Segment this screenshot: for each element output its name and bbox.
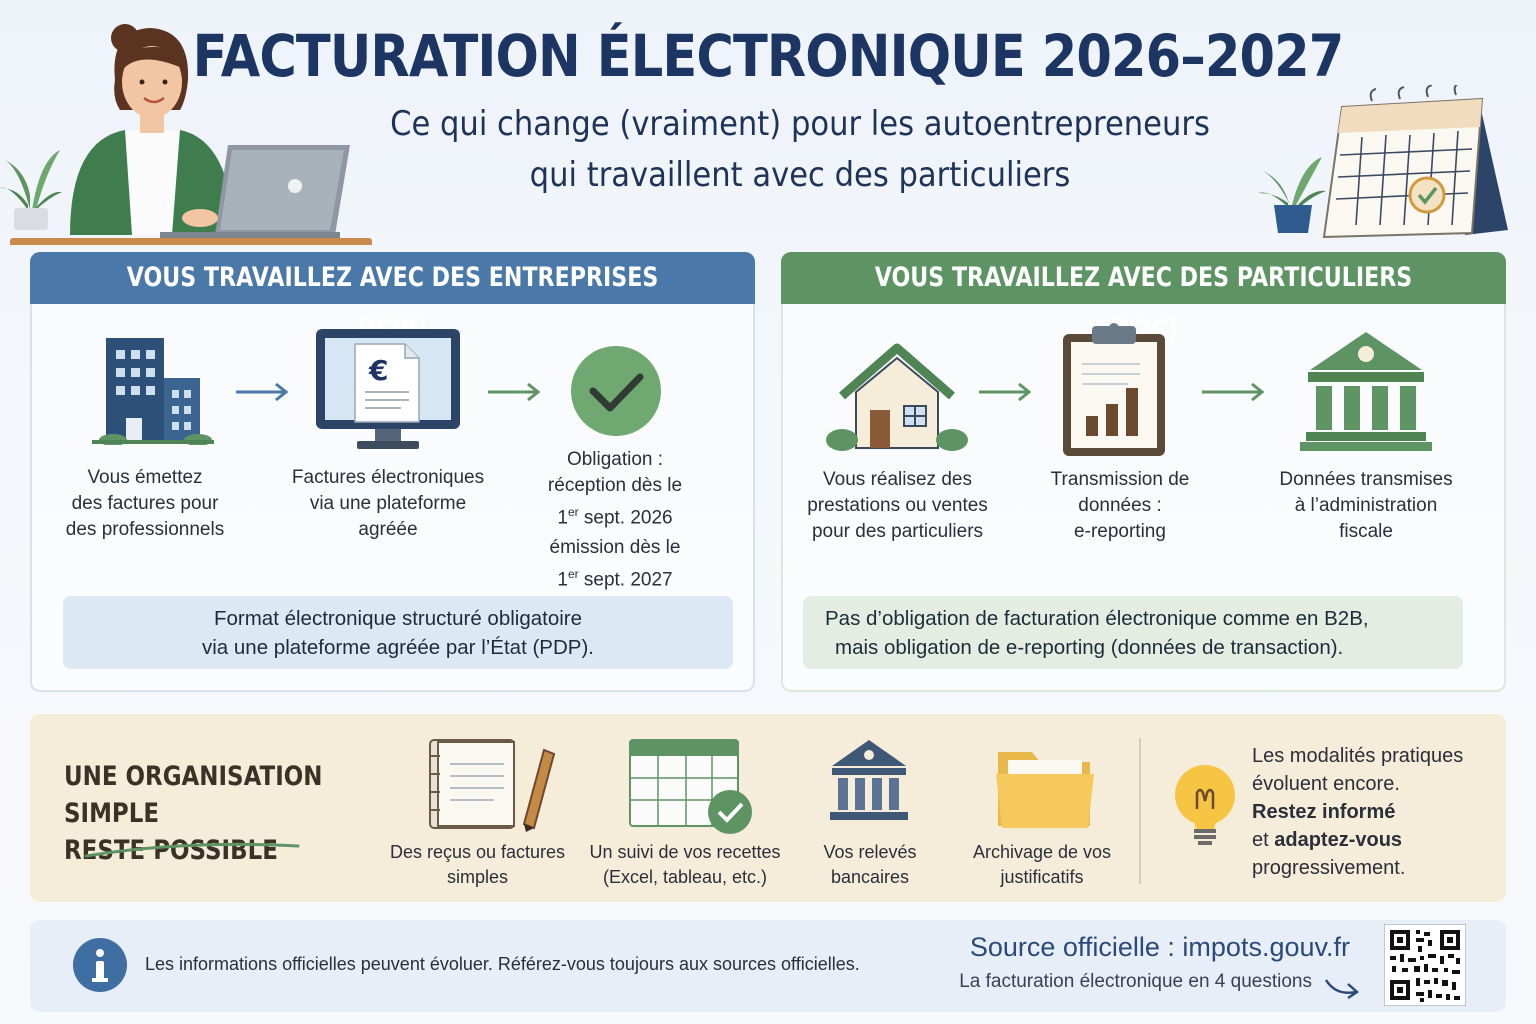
arrow-right-icon xyxy=(236,382,289,402)
monitor-euro-invoice-icon: € xyxy=(316,329,460,449)
source-link[interactable]: Source officielle : impots.gouv.fr xyxy=(969,932,1350,962)
government-building-icon xyxy=(1300,332,1432,451)
tool-3-label: Vos relevés bancaires xyxy=(823,842,917,887)
divider xyxy=(1139,738,1141,884)
b2b-note: Format électronique structuré obligatoir… xyxy=(63,596,733,669)
subtitle-line-2: qui travaillent avec des particuliers xyxy=(529,155,1071,195)
subtitle-line-1: Ce qui change (vraiment) pour les autoen… xyxy=(390,104,1210,144)
bank-icon xyxy=(830,740,908,820)
tip-text: Les modalités pratiques évoluent encore.… xyxy=(1252,745,1464,879)
organisation-band xyxy=(30,714,1506,902)
lightbulb-icon xyxy=(1175,765,1235,845)
arrow-right-icon xyxy=(979,382,1032,402)
plant-icon xyxy=(1258,157,1326,233)
house-icon xyxy=(826,343,968,451)
page-title: FACTURATION ÉLECTRONIQUE 2026–2027 xyxy=(192,22,1345,90)
notebook-pen-icon xyxy=(429,739,556,832)
curved-arrow-icon xyxy=(1324,979,1360,1000)
clipboard-chart-icon xyxy=(1063,323,1165,456)
tool-2-label: Un suivi de vos recettes (Excel, tableau,… xyxy=(589,842,781,887)
info-icon xyxy=(73,938,127,992)
arrow-right-icon xyxy=(488,382,541,402)
woman-laptop-illustration xyxy=(0,24,372,245)
svg-text:€: € xyxy=(368,354,388,387)
office-building-icon xyxy=(92,338,214,445)
calendar-illustration xyxy=(1258,85,1508,239)
tool-4-label: Archivage de vos justificatifs xyxy=(972,842,1112,887)
b2b-step-3-label: Obligation : réception dès le 1er sept. … xyxy=(547,449,683,591)
source-subtitle[interactable]: La facturation électronique en 4 questio… xyxy=(959,971,1312,992)
b2c-heading: VOUS TRAVAILLEZ AVEC DES PARTICULIERS (B… xyxy=(781,252,1506,345)
organisation-title: UNE ORGANISATION SIMPLE RESTE POSSIBLE xyxy=(64,761,323,866)
b2b-step-2-label: Factures électroniques via une plateforme… xyxy=(291,467,485,540)
folder-icon xyxy=(996,752,1094,828)
underline-stroke xyxy=(84,842,300,858)
b2b-heading: VOUS TRAVAILLEZ AVEC DES ENTREPRISES (B2… xyxy=(30,252,755,345)
b2c-step-3-label: Données transmises à l’administration fisc… xyxy=(1279,469,1453,542)
tool-1-label: Des reçus ou factures simples xyxy=(389,842,566,887)
plant-icon xyxy=(0,150,62,230)
info-text: Les informations officielles peuvent évo… xyxy=(145,954,860,974)
footer xyxy=(30,920,1506,1012)
arrow-right-icon xyxy=(1202,382,1265,402)
b2c-step-1-label: Vous réalisez des prestations ou ventes po… xyxy=(807,469,988,542)
b2b-step-1-label: Vous émettez des factures pour des profess… xyxy=(65,467,225,540)
spreadsheet-check-icon xyxy=(629,739,752,834)
b2c-step-2-label: Transmission de données : e-reporting xyxy=(1050,469,1190,542)
check-circle-icon xyxy=(571,346,661,436)
qr-code-icon[interactable] xyxy=(1384,924,1466,1006)
b2c-note: Pas d’obligation de facturation électron… xyxy=(803,596,1463,669)
